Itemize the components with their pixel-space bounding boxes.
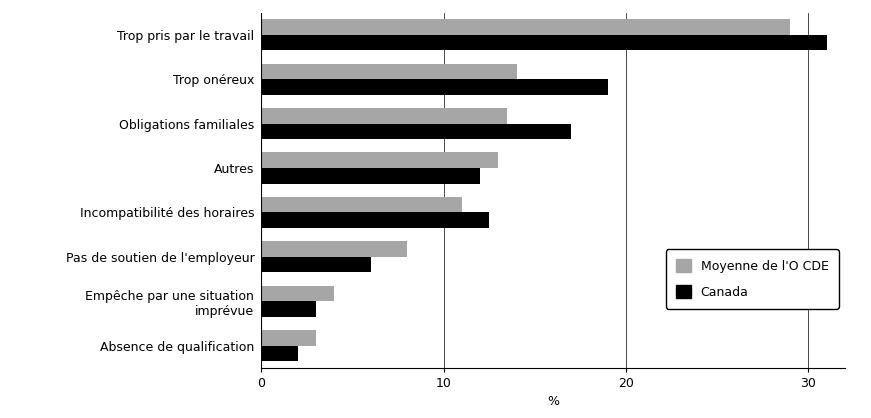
Bar: [261, 108, 508, 124]
Bar: [261, 153, 498, 168]
Bar: [261, 197, 462, 212]
Bar: [261, 124, 571, 139]
Bar: [261, 64, 517, 79]
Bar: [261, 168, 480, 184]
Bar: [261, 301, 316, 317]
Bar: [261, 285, 334, 301]
Legend: Moyenne de l'O CDE, Canada: Moyenne de l'O CDE, Canada: [665, 249, 839, 309]
Bar: [261, 257, 371, 273]
Bar: [261, 346, 298, 361]
Bar: [261, 79, 608, 95]
Bar: [261, 35, 827, 50]
Bar: [261, 19, 790, 35]
X-axis label: %: %: [547, 395, 559, 408]
Bar: [261, 330, 316, 346]
Bar: [261, 212, 490, 228]
Bar: [261, 241, 407, 257]
